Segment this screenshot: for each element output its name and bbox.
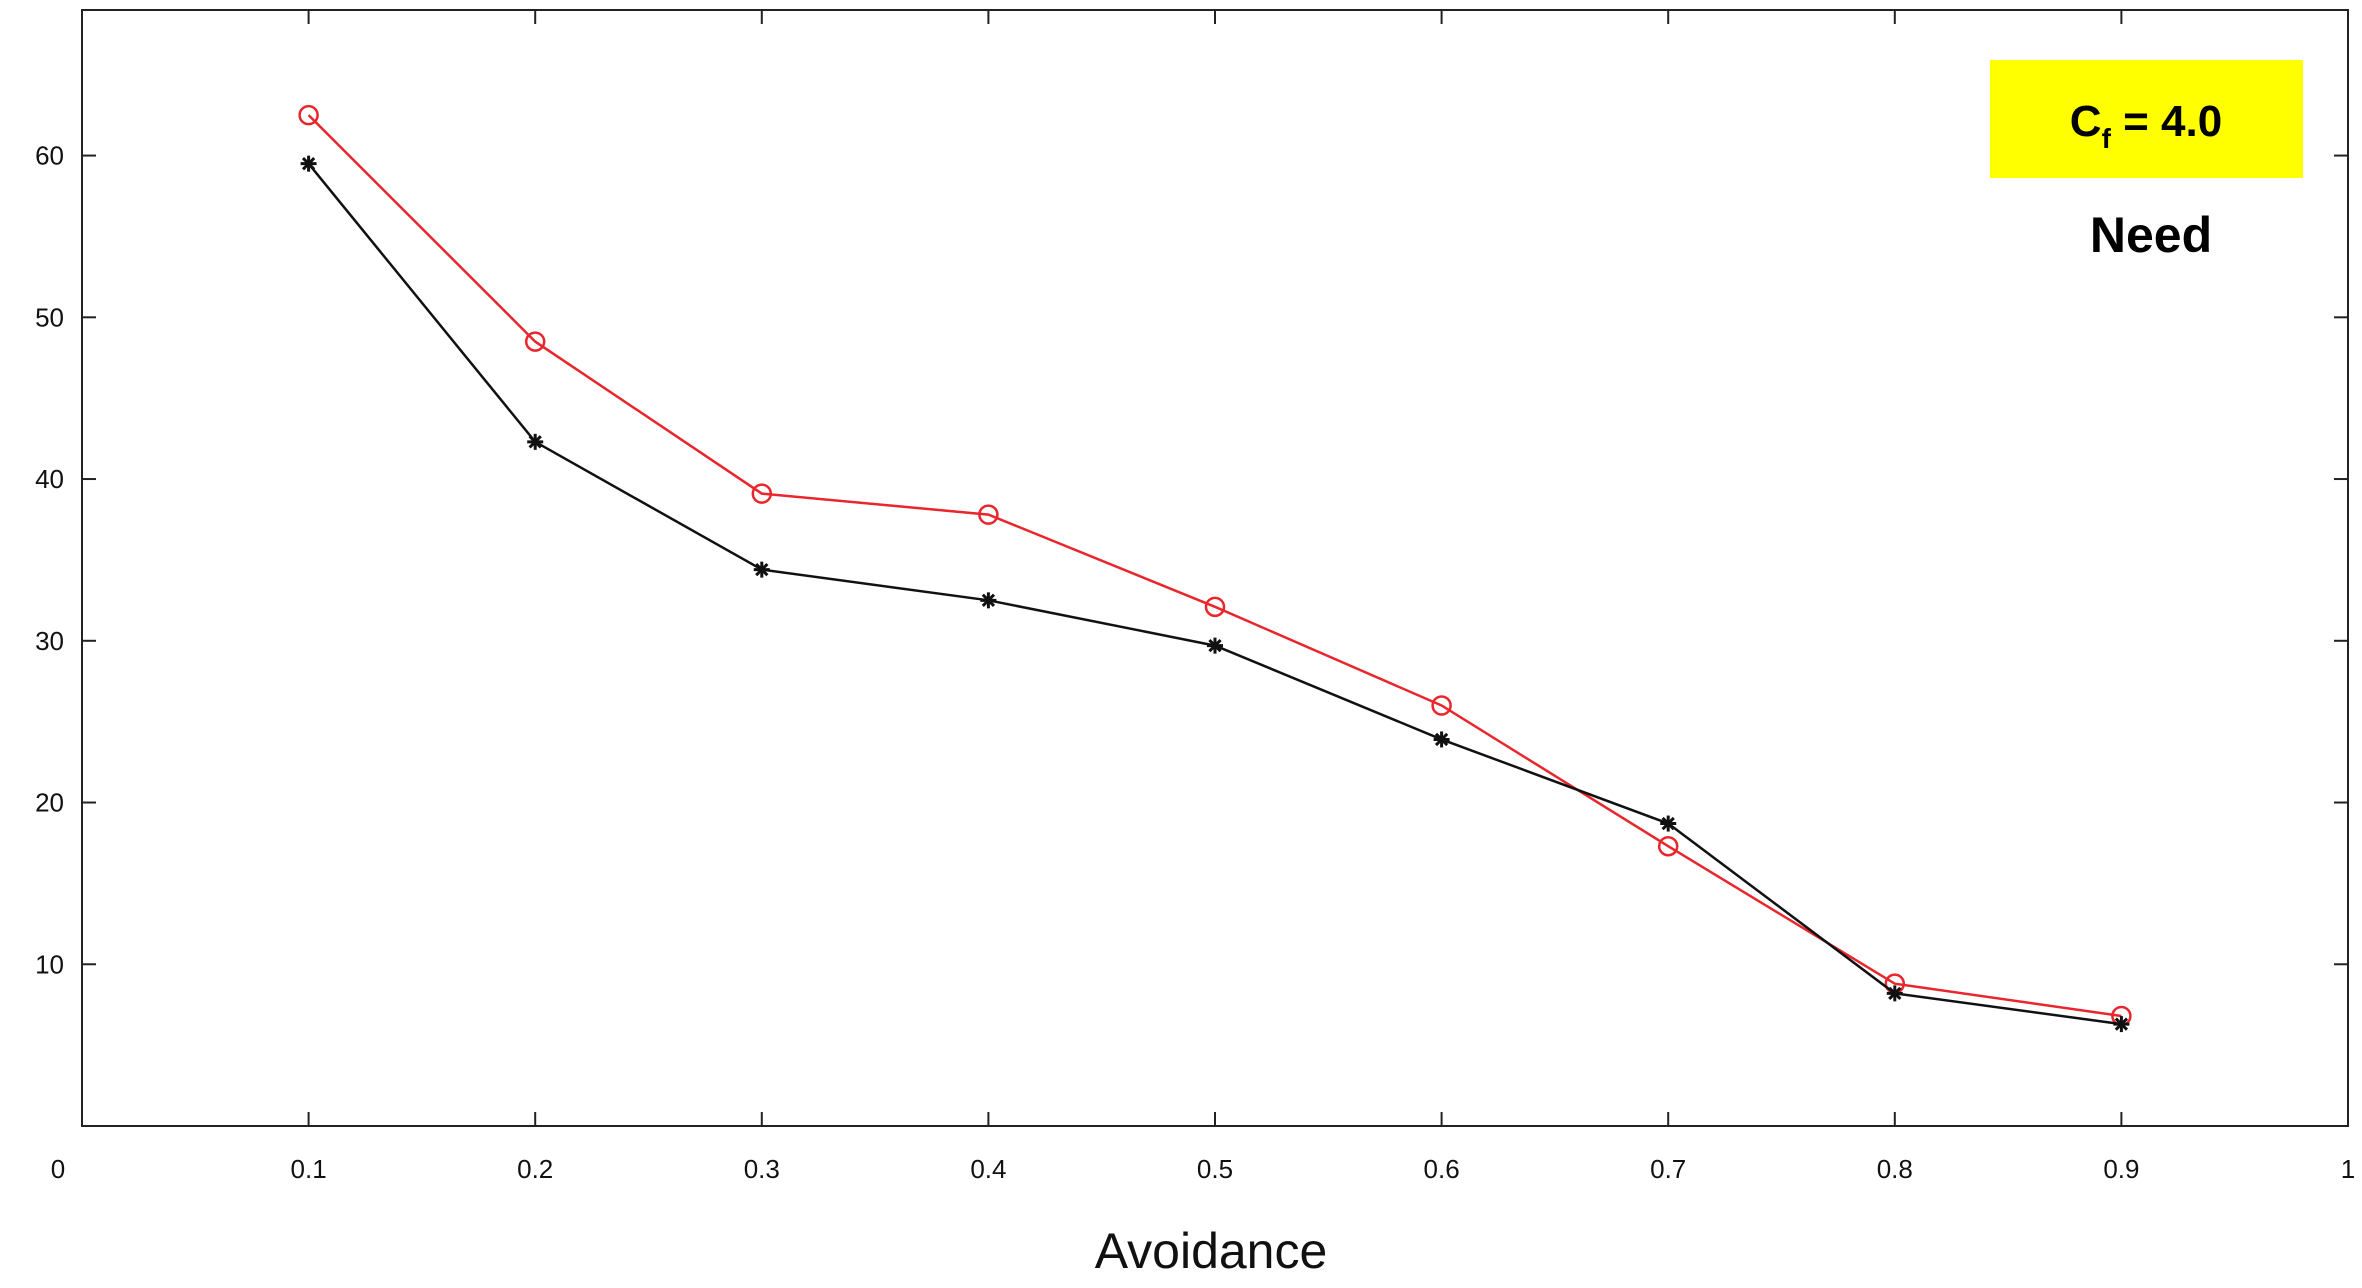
x-tick-label: 0.7 xyxy=(1650,1154,1686,1184)
x-tick-label: 0 xyxy=(51,1154,65,1184)
x-tick-label: 1 xyxy=(2341,1154,2355,1184)
x-tick-label: 0.6 xyxy=(1424,1154,1460,1184)
axes: 0 0.1 0.2 0.3 0.4 0.5 0.6 0.7 0.8 0.9 1 10 20 30 40 50 6… xyxy=(35,9,2355,1184)
data-point xyxy=(980,592,997,609)
data-point xyxy=(1660,815,1677,832)
x-tick-label: 0.3 xyxy=(744,1154,780,1184)
data-point xyxy=(1431,695,1452,716)
y-tick-label: 50 xyxy=(35,302,64,332)
data-point xyxy=(753,561,770,578)
x-axis-title: Avoidance xyxy=(1095,1223,1328,1279)
data-point xyxy=(1204,596,1226,618)
y-tick-label: 20 xyxy=(35,788,64,818)
data-point xyxy=(751,483,773,504)
y-tick-label: 10 xyxy=(35,949,64,979)
data-point xyxy=(300,155,317,172)
annotations: Cf = 4.0 Need xyxy=(1990,60,2303,263)
data-point xyxy=(2113,1016,2130,1033)
cf-annotation-label: Cf = 4.0 xyxy=(2070,97,2222,154)
data-point xyxy=(1657,835,1679,857)
series-layer xyxy=(298,104,2132,1033)
data-point xyxy=(524,331,546,352)
need-label: Need xyxy=(2090,207,2212,263)
data-point xyxy=(527,433,544,450)
cf-label-subscript: f xyxy=(2102,123,2112,154)
data-point xyxy=(298,104,319,126)
x-tick-label: 0.9 xyxy=(2103,1154,2139,1184)
x-tick-label: 0.5 xyxy=(1197,1154,1233,1184)
cf-label-main: C xyxy=(2070,97,2102,146)
cf-label-value: = 4.0 xyxy=(2111,97,2222,146)
series-1 xyxy=(300,155,2130,1033)
cf-annotation-box xyxy=(1990,60,2303,178)
data-point xyxy=(978,504,999,525)
x-tick-label: 0.2 xyxy=(517,1154,553,1184)
y-tick-label: 30 xyxy=(35,626,64,656)
x-tick-label: 0.8 xyxy=(1877,1154,1913,1184)
x-tick-label: 0.4 xyxy=(970,1154,1006,1184)
x-tick-label: 0.1 xyxy=(291,1154,327,1184)
data-point xyxy=(1433,731,1450,748)
data-point xyxy=(1207,637,1223,654)
y-tick-label: 40 xyxy=(35,464,64,494)
y-tick-label: 60 xyxy=(35,141,64,171)
data-point xyxy=(1886,985,1903,1002)
